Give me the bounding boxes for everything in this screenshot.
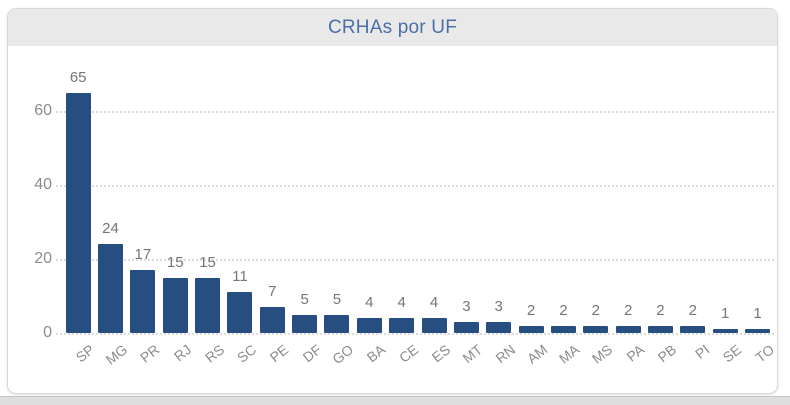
chart-title: CRHAs por UF: [327, 16, 458, 38]
bar-value-label: 2: [591, 301, 600, 319]
x-axis-label: TO: [751, 341, 777, 366]
plot-area: 0 20 40 60 65 SP 24 MG 17 PR 15 RJ 15 RS 11 SC 7 PE 5 DF 5 GO…: [8, 46, 777, 393]
bar-value-label: 4: [429, 294, 439, 312]
bar-value-label: 2: [688, 301, 697, 319]
x-axis-label: SE: [719, 341, 745, 366]
bar[interactable]: [745, 329, 771, 333]
bar-value-label: 4: [397, 294, 406, 312]
bar-value-label: 5: [300, 290, 309, 308]
bar-value-label: 4: [365, 294, 374, 312]
bar[interactable]: [227, 292, 253, 333]
bar-value-label: 24: [102, 220, 119, 238]
bar[interactable]: [389, 318, 415, 333]
bar-value-label: 3: [462, 297, 471, 315]
bar-value-label: 15: [199, 253, 216, 271]
bar[interactable]: [421, 318, 447, 333]
bar[interactable]: [712, 329, 738, 333]
bar-value-label: 7: [268, 283, 277, 301]
bar-value-label: 3: [494, 297, 503, 315]
x-axis-label: MA: [556, 341, 583, 367]
x-axis-label: RN: [492, 341, 518, 367]
y-tick-label: 60: [34, 102, 52, 119]
x-axis-label: PR: [136, 341, 163, 366]
bar[interactable]: [98, 244, 124, 333]
bar[interactable]: [356, 318, 382, 333]
bar-value-label: 2: [656, 301, 665, 319]
chart-card: CRHAs por UF 0 20 40 60 65 SP 24 MG 17 PR 15 RJ 15 RS…: [7, 8, 778, 394]
page-bottom-strip: [0, 396, 790, 405]
bar[interactable]: [292, 314, 318, 333]
bar-value-label: 17: [134, 246, 152, 264]
bar-value-label: 2: [526, 301, 536, 319]
bar[interactable]: [647, 325, 673, 333]
bar[interactable]: [130, 270, 156, 333]
bar[interactable]: [453, 321, 479, 333]
bar[interactable]: [583, 325, 609, 333]
x-axis-label: DF: [299, 341, 324, 366]
x-axis-label: RJ: [171, 341, 195, 365]
x-axis-label: MS: [588, 341, 616, 367]
bar[interactable]: [162, 277, 188, 333]
x-axis-label: PA: [623, 341, 648, 365]
bar-chart: 0 20 40 60 65 SP 24 MG 17 PR 15 RJ 15 RS 11 SC 7 PE 5 DF 5 GO…: [8, 46, 777, 393]
x-axis-label: ES: [428, 341, 454, 366]
y-tick-label: 40: [34, 176, 52, 193]
x-axis-label: PB: [655, 341, 680, 366]
bar-value-label: 1: [753, 305, 762, 323]
x-axis-label: PI: [691, 341, 713, 362]
y-tick-label: 0: [43, 324, 52, 341]
bar[interactable]: [680, 325, 706, 333]
gridline: [56, 333, 774, 335]
x-axis-label: SP: [72, 341, 98, 366]
gridline: [56, 111, 774, 113]
bar[interactable]: [324, 314, 350, 333]
bar[interactable]: [550, 325, 576, 333]
bar-value-label: 1: [721, 305, 730, 323]
x-axis-label: SC: [233, 341, 260, 366]
x-axis-label: MG: [102, 341, 130, 368]
bar-value-label: 11: [232, 268, 248, 286]
bar-value-label: 15: [166, 253, 184, 271]
x-axis-label: CE: [395, 341, 421, 366]
x-axis-label: RS: [201, 341, 227, 366]
x-axis-label: BA: [363, 341, 389, 366]
bar-value-label: 5: [332, 290, 342, 308]
bar-value-label: 2: [559, 301, 568, 319]
bar-value-label: 65: [69, 68, 87, 86]
y-tick-label: 20: [34, 250, 52, 267]
bar[interactable]: [518, 325, 544, 333]
chart-card-header: CRHAs por UF: [8, 9, 777, 46]
x-axis-label: MT: [459, 341, 486, 367]
bar[interactable]: [486, 321, 512, 333]
x-axis-label: GO: [329, 341, 357, 368]
bar[interactable]: [65, 92, 91, 333]
gridline: [56, 185, 774, 187]
bar[interactable]: [615, 325, 641, 333]
x-axis-label: PE: [266, 341, 292, 366]
bar-value-label: 2: [623, 301, 633, 319]
bar[interactable]: [195, 277, 221, 333]
bar[interactable]: [259, 307, 285, 333]
x-axis-label: AM: [523, 341, 551, 367]
gridline: [56, 259, 774, 261]
